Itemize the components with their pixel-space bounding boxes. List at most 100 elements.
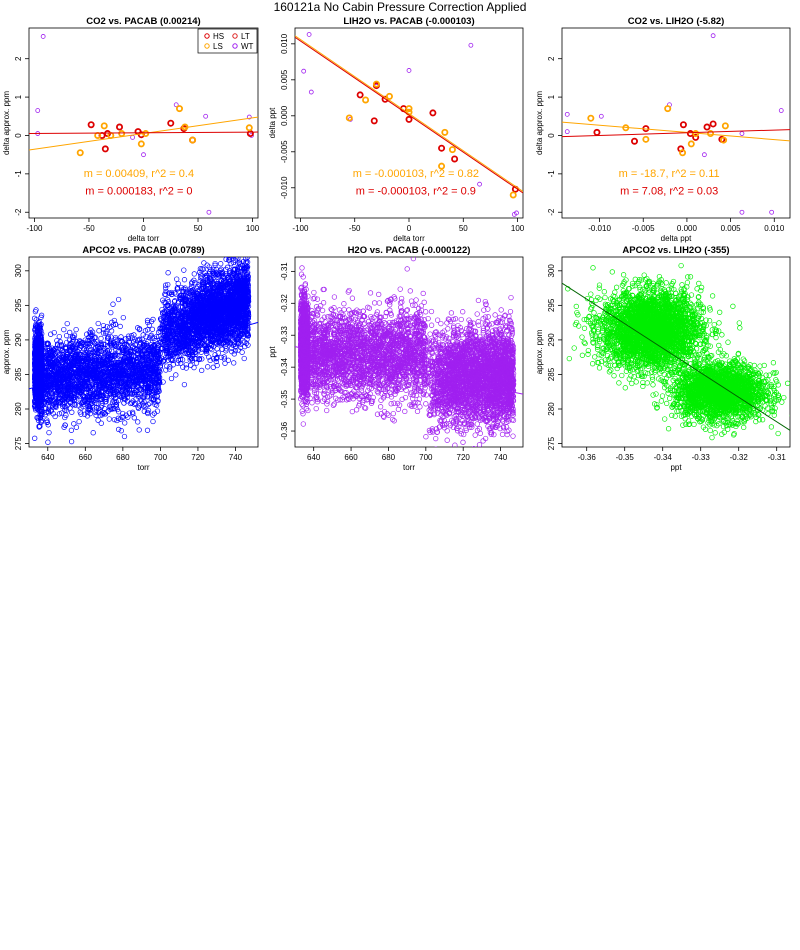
data-point bbox=[41, 365, 48, 372]
data-point bbox=[108, 328, 115, 334]
data-point bbox=[119, 414, 125, 420]
data-point bbox=[155, 345, 161, 351]
data-point bbox=[362, 96, 370, 104]
data-point bbox=[114, 417, 120, 424]
data-point bbox=[37, 331, 43, 337]
data-point bbox=[73, 424, 80, 430]
data-point bbox=[58, 392, 64, 398]
fit-annotation: m = 0.00409, r^2 = 0.4 bbox=[84, 168, 194, 180]
data-point bbox=[218, 261, 224, 267]
panel-title: CO2 vs. LIH2O (-5.82) bbox=[628, 16, 725, 27]
data-point bbox=[107, 131, 115, 139]
fit-line bbox=[29, 131, 258, 135]
data-point bbox=[110, 301, 116, 307]
data-point bbox=[97, 397, 103, 403]
data-point bbox=[130, 411, 136, 417]
data-point bbox=[181, 381, 188, 388]
data-point bbox=[48, 388, 54, 394]
data-point bbox=[34, 349, 40, 355]
data-point bbox=[130, 398, 136, 404]
data-point bbox=[72, 397, 78, 403]
data-point bbox=[95, 320, 101, 327]
data-point bbox=[83, 350, 89, 356]
data-point bbox=[103, 398, 109, 405]
x-tick-label: -50 bbox=[83, 224, 95, 233]
data-point bbox=[128, 333, 135, 339]
data-point bbox=[356, 91, 364, 99]
legend-label: LT bbox=[241, 32, 250, 41]
data-point bbox=[136, 366, 143, 372]
data-point bbox=[38, 399, 45, 405]
data-point bbox=[37, 337, 44, 343]
data-point bbox=[64, 339, 70, 346]
data-point bbox=[149, 366, 155, 373]
data-point bbox=[135, 325, 141, 331]
data-point bbox=[128, 380, 134, 386]
y-tick-label: 0 bbox=[14, 133, 23, 138]
x-tick-label: -100 bbox=[26, 224, 43, 233]
data-point bbox=[710, 33, 716, 39]
data-point bbox=[93, 382, 99, 388]
data-point bbox=[135, 348, 141, 354]
data-point bbox=[121, 400, 127, 406]
data-point bbox=[191, 271, 197, 277]
data-point bbox=[71, 334, 77, 341]
data-point bbox=[89, 331, 95, 338]
data-point bbox=[145, 357, 152, 363]
data-point bbox=[126, 390, 133, 396]
x-axis-label: delta torr bbox=[128, 234, 160, 243]
data-point bbox=[32, 327, 39, 333]
y-tick-label: 290 bbox=[14, 333, 23, 347]
data-point bbox=[739, 209, 745, 215]
y-tick-label: -0.010 bbox=[280, 176, 289, 199]
data-point bbox=[405, 105, 413, 113]
data-point bbox=[35, 108, 41, 113]
panel-p3: CO2 vs. LIH2O (-5.82)-0.010 -0.005 0.000 0.… bbox=[535, 16, 791, 243]
plot-area bbox=[295, 32, 523, 217]
y-tick-label: 1 bbox=[14, 94, 23, 99]
data-point bbox=[101, 368, 107, 375]
data-point bbox=[56, 379, 62, 385]
data-point bbox=[166, 366, 173, 372]
data-point bbox=[50, 363, 57, 369]
data-point bbox=[32, 372, 39, 378]
data-point bbox=[80, 401, 87, 408]
data-point bbox=[42, 399, 48, 405]
data-point bbox=[116, 123, 124, 131]
data-point bbox=[98, 335, 104, 342]
data-point bbox=[87, 383, 93, 390]
data-point bbox=[245, 124, 253, 132]
data-point bbox=[372, 80, 380, 88]
data-point bbox=[119, 339, 125, 345]
panel-title: LIH2O vs. PACAB (-0.000103) bbox=[343, 16, 474, 27]
data-point bbox=[95, 344, 101, 351]
data-point bbox=[207, 357, 213, 364]
data-point bbox=[123, 391, 129, 397]
data-point bbox=[197, 257, 201, 258]
data-point bbox=[119, 388, 125, 395]
data-point bbox=[128, 360, 134, 366]
data-point bbox=[191, 364, 197, 371]
data-point bbox=[51, 329, 57, 336]
data-point bbox=[197, 266, 204, 272]
data-point bbox=[147, 400, 153, 406]
y-tick-label: -1 bbox=[547, 170, 556, 178]
x-tick-label: 740 bbox=[229, 453, 243, 462]
data-point bbox=[67, 405, 73, 411]
data-point bbox=[46, 429, 52, 436]
data-point bbox=[154, 408, 161, 414]
data-point bbox=[100, 347, 107, 354]
data-point bbox=[199, 367, 205, 374]
data-point bbox=[564, 129, 570, 135]
data-point bbox=[32, 334, 38, 340]
data-point bbox=[32, 403, 38, 409]
data-point bbox=[67, 329, 73, 336]
data-point bbox=[587, 114, 595, 122]
x-tick-label: 0 bbox=[141, 224, 146, 233]
data-point bbox=[97, 407, 103, 413]
data-point bbox=[44, 417, 50, 423]
data-point bbox=[189, 136, 197, 144]
data-point bbox=[115, 382, 121, 388]
data-point bbox=[112, 353, 118, 359]
data-point bbox=[101, 145, 109, 153]
